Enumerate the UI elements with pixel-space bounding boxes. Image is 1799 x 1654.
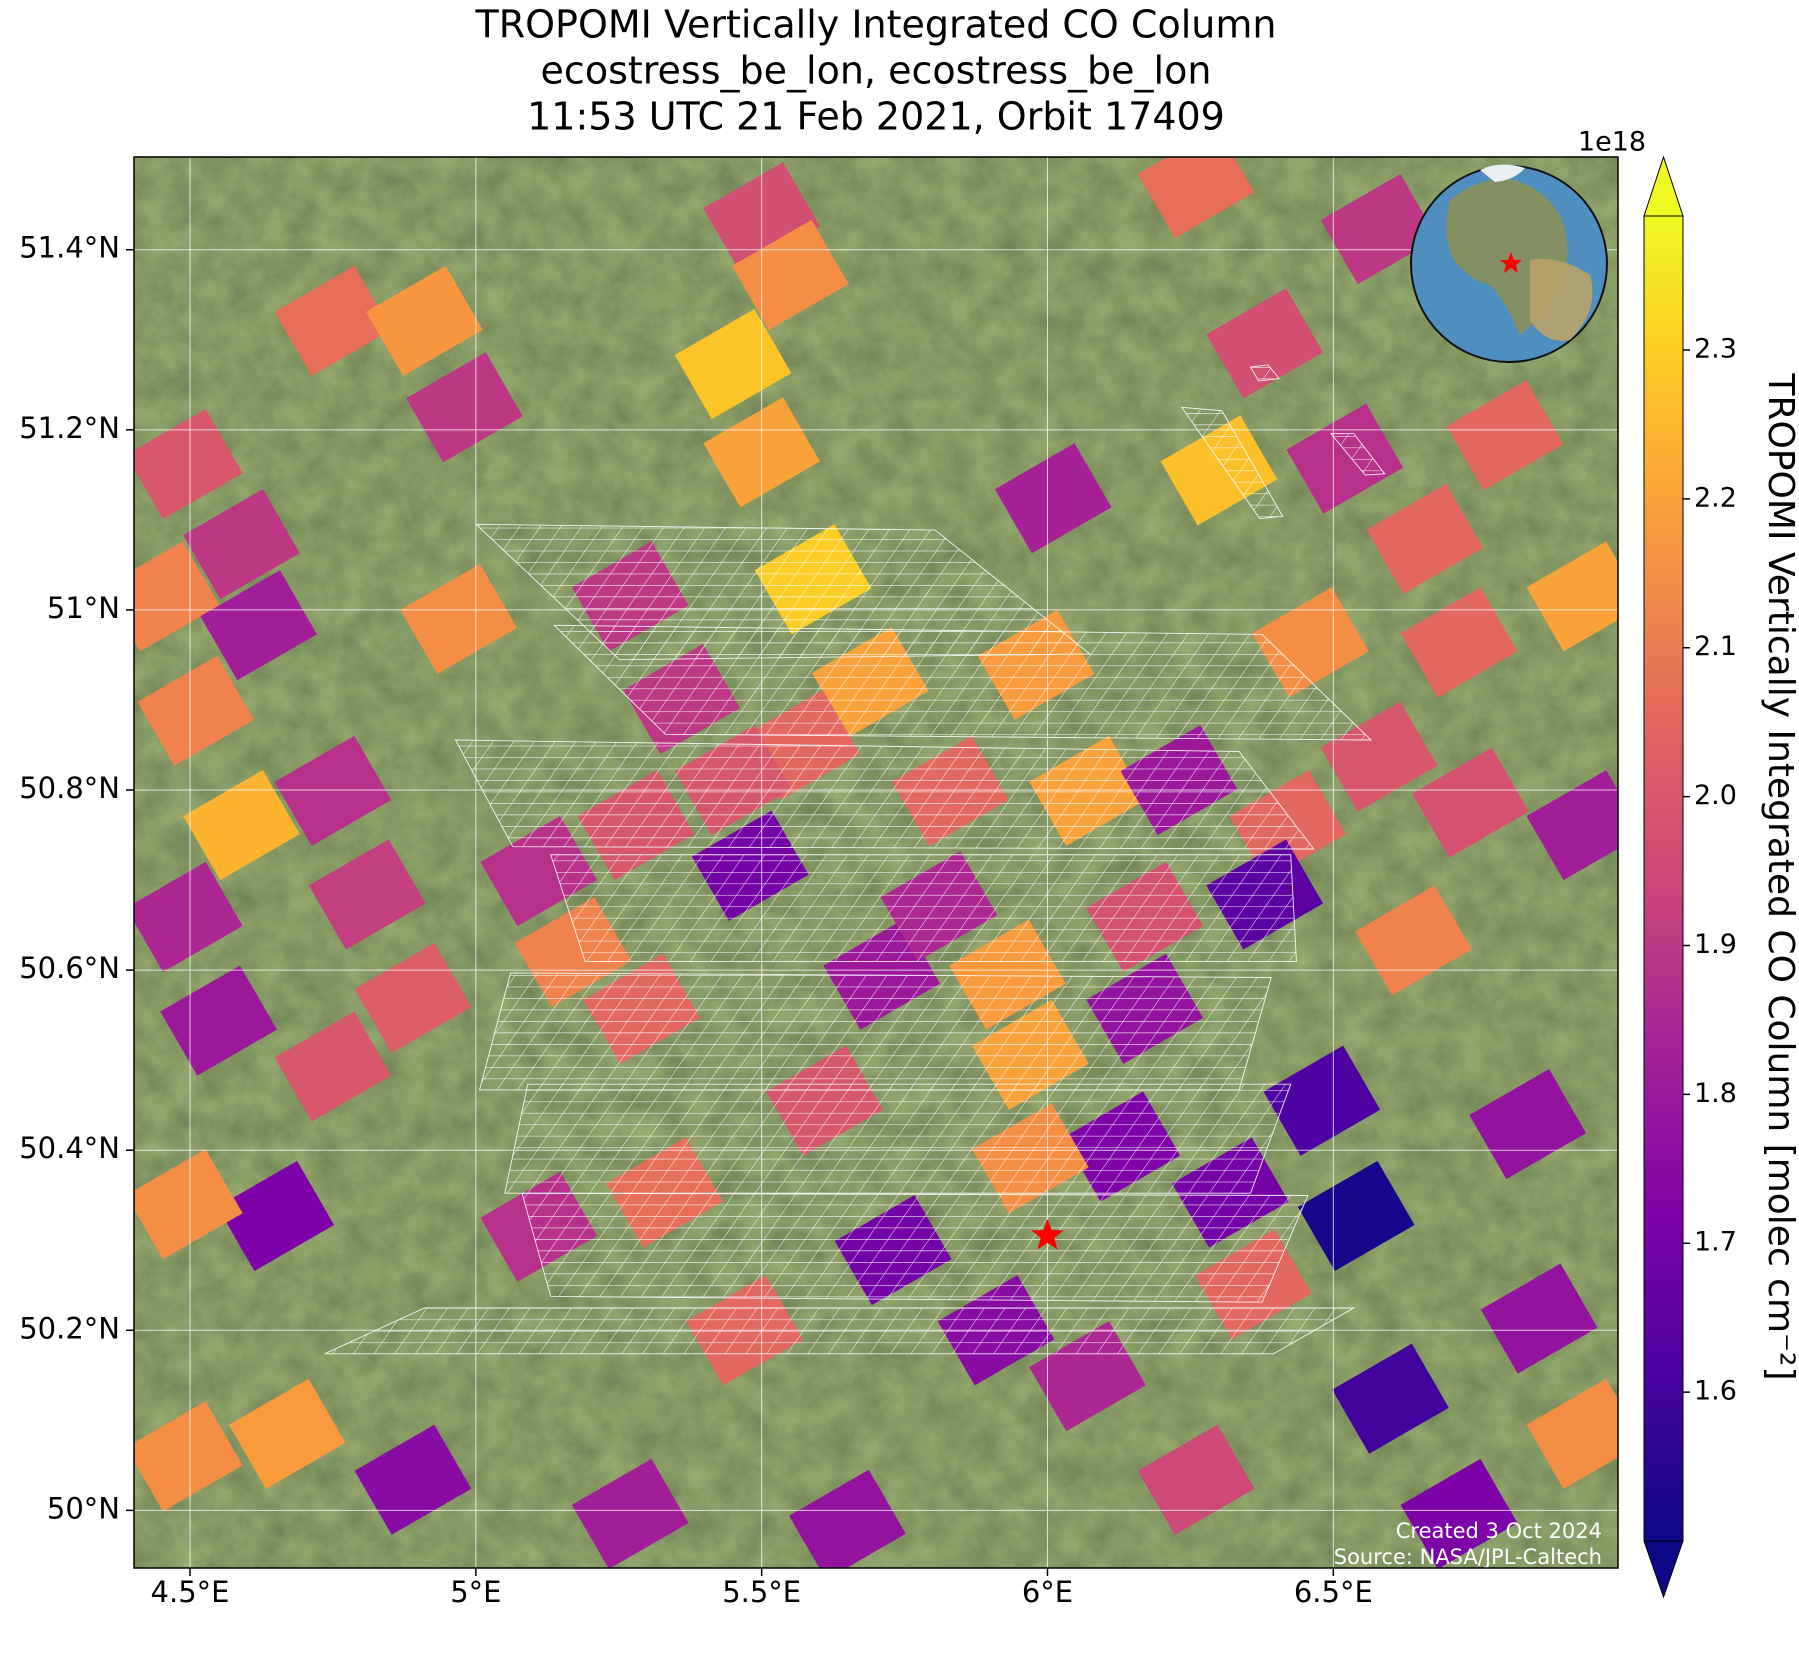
- co-cell: [994, 443, 1112, 554]
- co-cell: [571, 1458, 689, 1568]
- co-cell: [1297, 1160, 1415, 1271]
- y-tick-label: 50.8°N: [19, 771, 120, 805]
- co-cell: [1263, 1045, 1381, 1156]
- y-tick-label: 50°N: [47, 1491, 120, 1525]
- colorbar-tick-label: 2.1: [1694, 631, 1737, 662]
- co-cell: [228, 1378, 346, 1489]
- co-cell: [366, 265, 483, 376]
- co-cell: [308, 839, 426, 950]
- co-cell: [134, 541, 220, 652]
- colorbar-tick-label: 2.3: [1694, 333, 1737, 364]
- x-tick-label: 6.5°E: [1294, 1575, 1373, 1609]
- annotation: Source: NASA/JPL-Caltech: [1334, 1545, 1602, 1569]
- y-tick-label: 51.4°N: [19, 231, 120, 265]
- co-cell: [137, 655, 255, 766]
- chart-subtitle: ecostress_be_lon, ecostress_be_lon: [541, 49, 1212, 93]
- colorbar-body: [1643, 215, 1684, 1542]
- co-cell: [274, 265, 392, 376]
- colorbar: 1.6 1.7 1.8 1.9 2.0 2.1 2.2 2.3: [1643, 155, 1737, 1599]
- co-cell: [1332, 1343, 1449, 1454]
- co-cell: [1320, 701, 1438, 812]
- y-tick-label: 50.2°N: [19, 1311, 120, 1345]
- co-cell: [183, 489, 300, 600]
- axes: 4.5°E 5°E 5.5°E 6°E 6.5°E 50°N 50.2°N 50.4°N 50.…: [19, 231, 1373, 1609]
- co-cell: [406, 352, 523, 463]
- co-cell: [1355, 885, 1472, 996]
- co-cell: [274, 735, 392, 846]
- annotation: Created 3 Oct 2024: [1396, 1519, 1602, 1543]
- co-cell: [1526, 770, 1618, 881]
- y-tick-label: 50.4°N: [19, 1131, 120, 1165]
- y-tick-label: 51.2°N: [19, 411, 120, 445]
- co-cell: [1286, 403, 1404, 514]
- colorbar-tick-label: 2.0: [1694, 780, 1737, 811]
- chart-subtitle: 11:53 UTC 21 Feb 2021, Orbit 17409: [527, 95, 1225, 139]
- co-cell: [400, 563, 518, 674]
- co-cell: [674, 309, 792, 420]
- co-cell: [200, 570, 317, 681]
- co-cell: [134, 861, 243, 973]
- co-cell: [183, 770, 300, 881]
- colorbar-extend-top: [1643, 155, 1684, 217]
- x-tick-label: 6°E: [1022, 1575, 1073, 1609]
- colorbar-offset: 1e18: [1578, 127, 1646, 158]
- gridlines: [134, 157, 1618, 1568]
- co-cell: [1469, 1069, 1587, 1180]
- x-tick-label: 5.5°E: [722, 1575, 801, 1609]
- x-tick-label: 5°E: [450, 1575, 501, 1609]
- colorbar-extend-bottom: [1643, 1540, 1684, 1599]
- inset-globe: [1410, 164, 1608, 363]
- site-marker: [1031, 1218, 1064, 1250]
- co-cell: [1446, 380, 1564, 491]
- co-cell: [1526, 541, 1618, 652]
- co-cell: [134, 409, 243, 520]
- colorbar-tick-label: 1.7: [1694, 1227, 1737, 1258]
- colorbar-tick-label: 1.6: [1694, 1376, 1737, 1407]
- chart-title: TROPOMI Vertically Integrated CO Column: [475, 3, 1277, 47]
- co-cell: [1480, 1263, 1598, 1374]
- co-cell: [1206, 288, 1324, 399]
- co-cell: [1160, 415, 1278, 526]
- co-cell: [134, 1149, 243, 1260]
- colorbar-tick-label: 1.8: [1694, 1078, 1737, 1109]
- colorbar-tick-label: 2.2: [1694, 482, 1737, 513]
- co-cell: [274, 1011, 392, 1122]
- co-cell: [134, 1401, 243, 1512]
- co-cell: [1400, 1458, 1518, 1568]
- co-cell: [160, 965, 277, 1076]
- y-tick-label: 51°N: [47, 591, 120, 625]
- co-cell: [354, 1424, 472, 1535]
- co-cell: [789, 1469, 906, 1568]
- map-area: Created 3 Oct 2024 Source: NASA/JPL-Calt…: [134, 157, 1618, 1569]
- co-cell: [1366, 483, 1484, 594]
- map-frame: [133, 156, 1619, 1569]
- colorbar-label: TROPOMI Vertically Integrated CO Column …: [1760, 372, 1799, 1380]
- co-cell: [1320, 173, 1438, 285]
- y-tick-label: 50.6°N: [19, 951, 120, 985]
- co-cell: [731, 219, 849, 331]
- co-cell: [217, 1160, 335, 1271]
- co-cell: [1412, 747, 1529, 858]
- colorbar-tick-label: 1.9: [1694, 929, 1737, 960]
- x-tick-label: 4.5°E: [151, 1575, 230, 1609]
- co-cell: [1137, 1424, 1255, 1535]
- site-layer: [1031, 1218, 1064, 1250]
- co-cell: [1400, 587, 1518, 698]
- ecostress-grid: [324, 364, 1386, 1355]
- co-cell: [1137, 157, 1255, 239]
- co-cell: [1526, 1378, 1618, 1489]
